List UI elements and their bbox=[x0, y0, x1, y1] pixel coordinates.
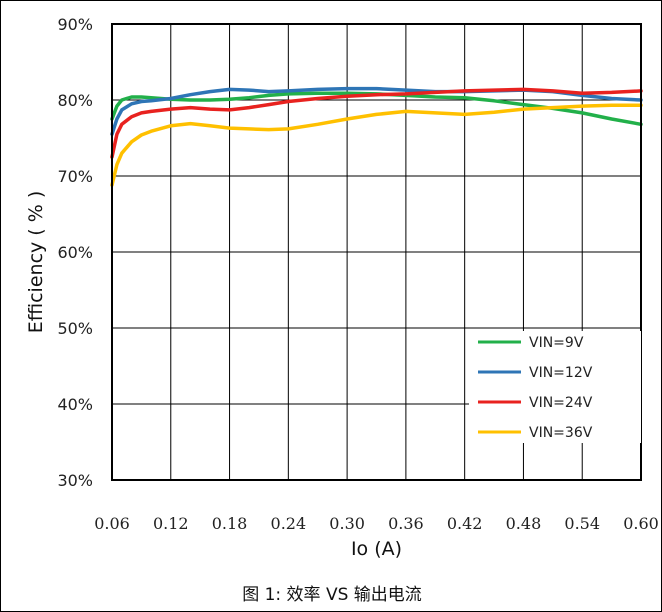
y-axis-label: Efficiency ( % ) bbox=[25, 191, 47, 334]
x-tick-label: 0.12 bbox=[153, 514, 189, 533]
legend-box bbox=[469, 331, 641, 443]
x-tick-label: 0.48 bbox=[506, 514, 542, 533]
x-tick-label: 0.36 bbox=[388, 514, 424, 533]
x-tick-label: 0.54 bbox=[564, 514, 600, 533]
legend-label: VIN=9V bbox=[529, 335, 584, 351]
y-tick-label: 40% bbox=[57, 395, 93, 414]
y-tick-label: 60% bbox=[57, 243, 93, 262]
plot-border bbox=[111, 23, 642, 481]
legend: VIN=9V VIN=12V VIN=24V VIN=36V bbox=[469, 331, 641, 443]
x-tick-label: 0.18 bbox=[212, 514, 248, 533]
x-tick-label: 0.24 bbox=[271, 514, 307, 533]
x-tick-label: 0.06 bbox=[94, 514, 130, 533]
y-tick-label: 80% bbox=[57, 91, 93, 110]
figure-caption: 图 1: 效率 VS 输出电流 bbox=[242, 585, 422, 605]
x-tick-label: 0.60 bbox=[623, 514, 659, 533]
legend-label: VIN=12V bbox=[529, 365, 593, 381]
series-line-4 bbox=[110, 103, 643, 187]
y-tick-label: 30% bbox=[57, 471, 93, 490]
legend-label: VIN=36V bbox=[529, 425, 593, 441]
x-axis-label: Io (A) bbox=[351, 538, 402, 560]
y-tick-label: 70% bbox=[57, 167, 93, 186]
series-line-1 bbox=[110, 91, 643, 127]
x-tick-label: 0.42 bbox=[447, 514, 483, 533]
x-tick-label: 0.30 bbox=[329, 514, 365, 533]
series-line-3 bbox=[110, 87, 643, 159]
legend-label: VIN=24V bbox=[529, 395, 593, 411]
y-tick-label: 50% bbox=[57, 319, 93, 338]
y-tick-label: 90% bbox=[57, 15, 93, 34]
efficiency-chart: 30% 40% 50% 60% 70% 80% 90% 0.06 0.12 0.18 0.24 0.3… bbox=[25, 15, 659, 560]
